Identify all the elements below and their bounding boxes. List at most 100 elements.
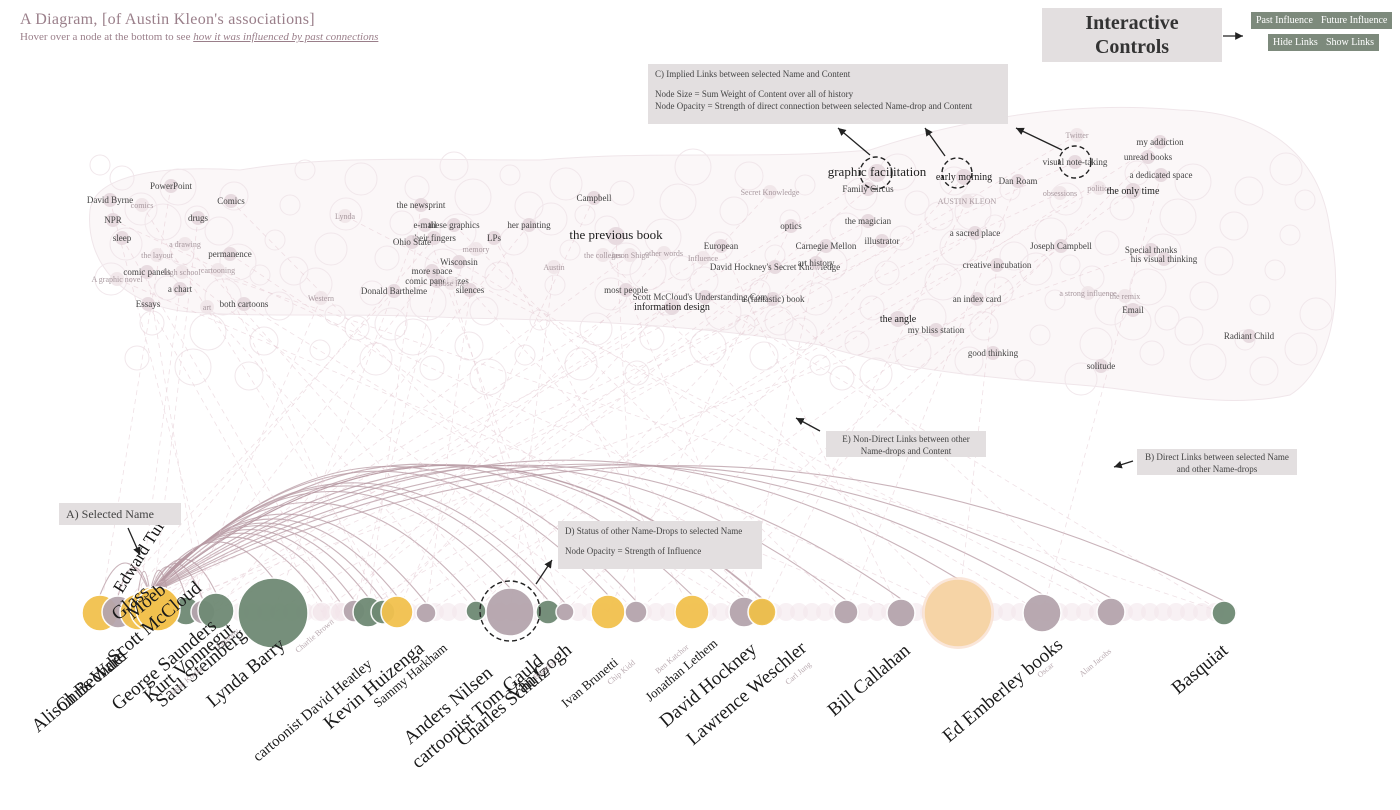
content-label: Austin <box>543 263 564 272</box>
content-label: other words <box>645 249 683 258</box>
non-direct-link <box>218 270 383 612</box>
name-drop-node[interactable] <box>1023 594 1061 632</box>
content-label: obsessions <box>1043 189 1077 198</box>
cloud-bubble <box>830 366 854 390</box>
content-label: Carnegie Mellon <box>796 241 857 251</box>
content-label: David Byrne <box>87 195 133 205</box>
content-label: Ohio State <box>393 237 431 247</box>
content-label: Radiant Child <box>1224 331 1275 341</box>
callout-e-line2: Name-drops and Content <box>830 445 982 457</box>
name-drop-node[interactable] <box>486 588 534 636</box>
callout-implied-links: C) Implied Links between selected Name a… <box>648 64 1008 124</box>
name-drop-node[interactable] <box>416 603 436 623</box>
content-label: high school <box>163 268 201 277</box>
callout-d-line1: D) Status of other Name-Drops to selecte… <box>565 525 755 537</box>
name-drop-node[interactable] <box>466 601 486 621</box>
faded-name-node[interactable] <box>922 577 994 649</box>
callout-a-line1: A) Selected Name <box>66 507 174 521</box>
subtitle-text: Hover over a node at the bottom to see <box>20 31 193 43</box>
name-drop-node[interactable] <box>625 601 647 623</box>
name-drop-node[interactable] <box>381 596 413 628</box>
content-label: LPs <box>487 233 502 243</box>
content-label: European <box>704 241 739 251</box>
content-label: Western <box>308 294 334 303</box>
callout-status: D) Status of other Name-Drops to selecte… <box>558 521 762 569</box>
title-block: A Diagram, [of Austin Kleon's associatio… <box>20 11 378 43</box>
content-label: information design <box>634 302 710 313</box>
content-label: NPR <box>104 215 122 225</box>
content-label: Email <box>1122 305 1144 315</box>
content-label: a drawing <box>169 240 201 249</box>
content-label: good thinking <box>968 348 1019 358</box>
content-label: the only time <box>1107 186 1160 197</box>
content-label: her painting <box>507 220 551 230</box>
content-label: Secret Knowledge <box>741 188 800 197</box>
hide-links-button[interactable]: Hide Links <box>1268 34 1323 51</box>
content-label: my bliss station <box>908 325 965 335</box>
content-label: art <box>203 303 212 312</box>
content-label: Joseph Campbell <box>1030 241 1092 251</box>
direct-link <box>150 460 958 594</box>
content-label: both cartoons <box>220 299 269 309</box>
page-subtitle: Hover over a node at the bottom to see h… <box>20 31 378 43</box>
content-label: my addiction <box>1136 137 1184 147</box>
content-label: A graphic novel <box>91 275 143 284</box>
content-label: comics <box>131 201 154 210</box>
name-drop-node[interactable] <box>591 595 625 629</box>
callout-b-line1: B) Direct Links between selected Name <box>1141 451 1293 463</box>
content-label: Comics <box>217 196 245 206</box>
name-drop-label: Bill Callahan <box>824 640 915 721</box>
content-label: visual note-taking <box>1043 157 1108 167</box>
content-label: a dedicated space <box>1130 170 1193 180</box>
name-drop-label: Ed Emberley books <box>939 634 1067 746</box>
controls-label-text: Interactive Controls <box>1067 11 1197 59</box>
content-label: memory <box>463 245 490 254</box>
content-label: AUSTIN KLEON <box>938 197 997 206</box>
name-drop-node[interactable] <box>1212 601 1236 625</box>
content-label: Campbell <box>577 193 612 203</box>
name-drop-node[interactable] <box>887 599 915 627</box>
name-drop-node[interactable] <box>556 603 574 621</box>
content-label: Donald Barthelme <box>361 286 427 296</box>
content-label: cartooning <box>201 266 235 275</box>
cloud-bubble <box>565 348 597 380</box>
influence-link[interactable]: how it was influenced by past connection… <box>193 31 378 43</box>
non-direct-link <box>182 272 608 612</box>
callout-arrow <box>796 418 820 431</box>
name-drop-node[interactable] <box>834 600 858 624</box>
name-drop-node[interactable] <box>1097 598 1125 626</box>
content-label: unread books <box>1124 152 1173 162</box>
content-label: the previous book <box>569 227 663 242</box>
cloud-bubble <box>250 327 278 355</box>
content-label: sleep <box>113 233 132 243</box>
content-label: Jason Shiga <box>611 251 649 260</box>
content-label: a (fantastic) book <box>742 294 805 304</box>
content-label: Dan Roam <box>999 176 1038 186</box>
cloud-bubble <box>515 345 535 365</box>
name-drop-label: Basquiat <box>1168 640 1233 699</box>
callout-arrow <box>1114 461 1133 467</box>
cloud-bubble <box>810 355 830 375</box>
content-label: the magician <box>845 216 892 226</box>
content-label: permanence <box>208 249 251 259</box>
content-label: early morning <box>936 172 992 183</box>
name-drop-node[interactable] <box>748 598 776 626</box>
content-label: Essays <box>136 299 161 309</box>
cloud-bubble <box>640 326 664 350</box>
cloud-bubble <box>175 349 211 385</box>
future-influence-button[interactable]: Future Influence <box>1316 12 1392 29</box>
cloud-bubble <box>310 340 330 360</box>
content-label: a chart <box>168 284 193 294</box>
non-direct-link <box>186 298 321 611</box>
content-label: art history <box>798 258 835 268</box>
callout-selected-name: A) Selected Name <box>59 503 181 525</box>
show-links-button[interactable]: Show Links <box>1321 34 1379 51</box>
page-title: A Diagram, [of Austin Kleon's associatio… <box>20 11 378 29</box>
past-influence-button[interactable]: Past Influence <box>1251 12 1318 29</box>
content-label: the newsprint <box>397 200 446 210</box>
content-label: the remix <box>1110 292 1140 301</box>
name-drop-node[interactable] <box>675 595 709 629</box>
cloud-bubble <box>360 343 392 375</box>
content-label: an index card <box>953 294 1002 304</box>
content-label: graphic facilitation <box>828 164 927 179</box>
